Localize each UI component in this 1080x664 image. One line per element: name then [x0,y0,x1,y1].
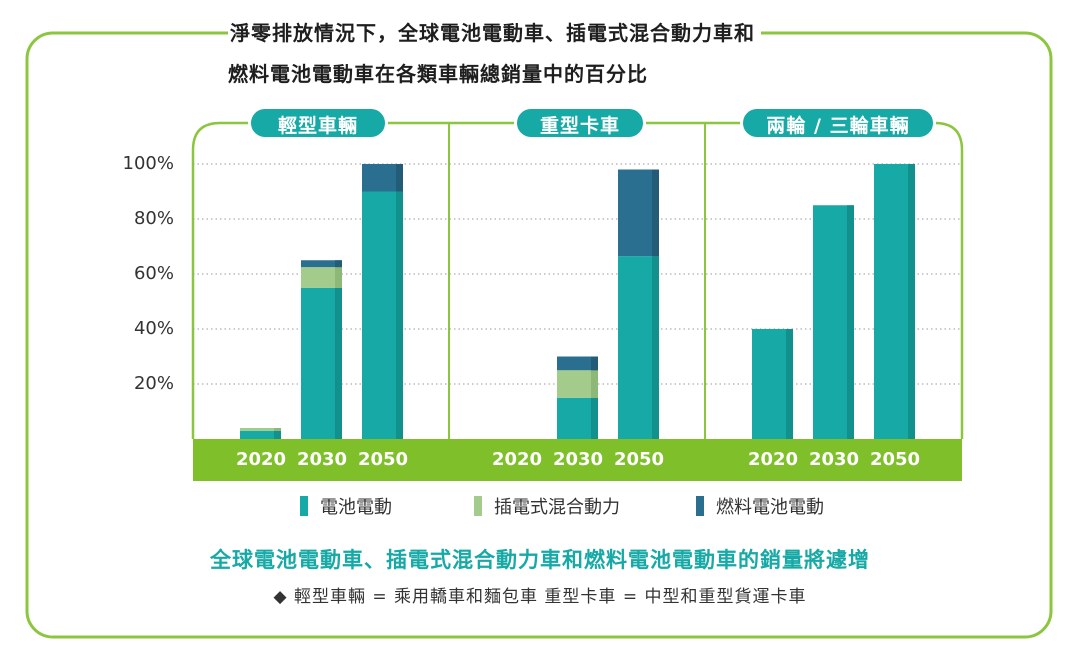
x-tick-label: 2050 [357,449,409,470]
panel-label-heavy-trucks: 重型卡車 [514,106,646,140]
chart-footnote: ◆ 輕型車輛 = 乘用轎車和麵包車 重型卡車 = 中型和重型貨運卡車 [273,587,807,607]
legend-label-bev: 電池電動 [320,497,392,518]
panel-label-two-three-wheelers: 兩輪 / 三輪車輛 [740,106,936,140]
legend-swatch-fcev [696,496,704,516]
x-tick-label: 2020 [747,449,799,470]
chart-title-line-2: 燃料電池電動車在各類車輛總銷量中的百分比 [228,58,648,87]
x-tick-label: 2050 [613,449,665,470]
legend-swatch-phev [474,496,482,516]
bar-segment-bev [618,256,659,439]
bar-segment-phev [240,428,281,431]
bar-side [591,397,598,439]
bar-segment-phev [557,370,598,398]
x-tick-label: 2050 [869,449,921,470]
bar-side [652,256,659,439]
legend-swatch-bev [300,496,308,516]
bar-side [396,164,403,192]
y-tick-label: 80% [133,208,174,229]
bar-segment-bev [362,191,403,439]
bar-segment-fcev [362,164,403,192]
bar-segment-bev [752,329,793,439]
bar-face [301,260,342,268]
bar-side [396,191,403,439]
bar-face [240,428,281,431]
bar-face [240,430,281,439]
bar-segment-bev [240,430,281,439]
bar-side [847,205,854,439]
bar-side [591,356,598,371]
bar-side [335,287,342,439]
x-tick-label: 2030 [552,449,604,470]
bar-side [335,260,342,268]
legend-label-phev: 插電式混合動力 [494,497,620,518]
bar-side [591,370,598,398]
legend-label-fcev: 燃料電池電動 [716,497,824,518]
bar-side [335,267,342,288]
x-tick-label: 2030 [808,449,860,470]
x-tick-label: 2020 [491,449,543,470]
bar-segment-bev [301,287,342,439]
x-tick-label: 2030 [296,449,348,470]
bar-segment-bev [874,164,915,439]
bar-segment-bev [557,397,598,439]
bar-side [274,430,281,439]
chart-title-line-1: 淨零排放情況下，全球電池電動車、插電式混合動力車和 [228,17,761,46]
bar-segment-fcev [618,169,659,257]
x-tick-label: 2020 [235,449,287,470]
x-axis-band [193,439,962,481]
y-tick-label: 20% [133,373,174,394]
chart-subtitle: 全球電池電動車、插電式混合動力車和燃料電池電動車的銷量將遽增 [210,548,870,572]
bar-side [274,428,281,431]
bar-side [786,329,793,439]
y-tick-label: 100% [122,153,174,174]
bar-segment-fcev [557,356,598,371]
y-tick-label: 60% [133,263,174,284]
bar-side [652,169,659,257]
panel-label-light-vehicles: 輕型車輛 [248,106,388,140]
bar-face [301,267,342,288]
bar-segment-phev [301,267,342,288]
bar-side [908,164,915,439]
bar-segment-fcev [301,260,342,268]
bar-face [557,356,598,371]
y-tick-label: 40% [133,318,174,339]
bar-segment-bev [813,205,854,439]
